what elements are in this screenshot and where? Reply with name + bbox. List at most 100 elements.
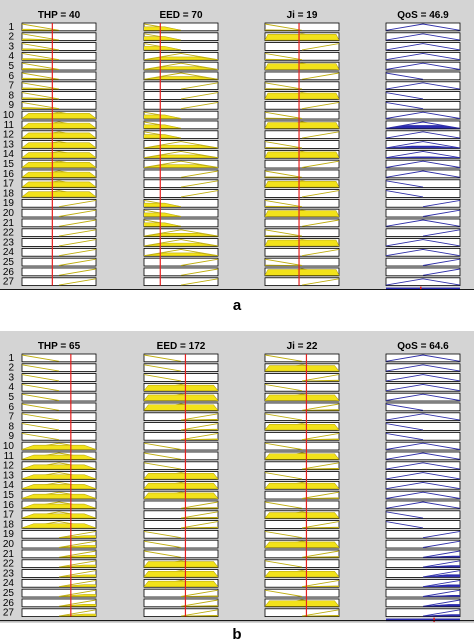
- membership-function: [22, 383, 60, 392]
- input-firing: [144, 144, 218, 149]
- rule-cell-eed: [143, 159, 219, 169]
- rule-cell-qos: [385, 91, 461, 100]
- rule-cell-thp: [21, 598, 97, 608]
- membership-function: [301, 491, 339, 499]
- input-firing: [22, 474, 96, 480]
- rule-number: 15: [3, 159, 15, 170]
- rule-viewer-b-canvas: THP = 65 EED = 172 Ji = 22 QoS = 64.6123456…: [0, 341, 474, 623]
- rule-cell-eed: [143, 149, 219, 159]
- rule-number: 17: [3, 510, 15, 521]
- rule-cell-qos: [385, 383, 461, 392]
- input-firing: [265, 394, 339, 401]
- input-firing: [144, 492, 218, 499]
- membership-function: [386, 131, 460, 139]
- membership-function: [386, 72, 424, 80]
- var-title-thp: THP = 40: [38, 10, 81, 21]
- input-firing: [22, 191, 96, 198]
- membership-function: [22, 72, 60, 80]
- rule-number: 12: [3, 461, 15, 472]
- membership-function: [144, 540, 182, 548]
- rule-viewer-panel-a: THP = 40 EED = 70 Ji = 19 QoS = 46.9 1 2 3 4 5 6 7…: [0, 0, 474, 292]
- rule-cell-ji: [264, 101, 340, 110]
- membership-function: [265, 501, 303, 509]
- rule-cell-eed: [143, 412, 219, 422]
- rule-number: 6: [8, 402, 14, 413]
- membership-function: [386, 383, 460, 392]
- rule-cell-qos: [385, 101, 461, 110]
- input-firing: [22, 58, 60, 61]
- membership-function: [301, 160, 339, 168]
- membership-function: [22, 432, 60, 441]
- rule-cell-ji: [264, 559, 340, 569]
- input-firing: [265, 34, 339, 41]
- input-firing: [22, 484, 96, 489]
- rule-cell-ji: [264, 383, 340, 392]
- rule-cell-ji: [264, 608, 340, 617]
- input-firing: [144, 571, 218, 578]
- rule-number: 23: [3, 237, 15, 248]
- rule-number: 14: [3, 480, 15, 491]
- membership-function: [386, 248, 460, 257]
- rule-number: 3: [8, 372, 14, 383]
- rule-cell-ji: [264, 549, 340, 559]
- membership-function: [386, 452, 460, 460]
- rule-cell-eed: [143, 277, 219, 286]
- rule-cell-thp: [21, 539, 97, 549]
- rule-number: 1: [8, 22, 14, 33]
- rule-number: 19: [3, 529, 15, 540]
- input-firing: [301, 438, 339, 440]
- membership-function: [386, 111, 460, 119]
- input-firing: [22, 38, 60, 41]
- input-firing: [144, 561, 218, 568]
- membership-function: [265, 23, 303, 31]
- rule-cell-thp: [21, 61, 97, 71]
- rule-cell-eed: [143, 267, 219, 277]
- rule-cell-qos: [385, 189, 461, 198]
- rule-cell-thp: [21, 277, 97, 286]
- rule-cell-eed: [143, 247, 219, 257]
- rule-cell-ji: [264, 353, 340, 363]
- rule-cell-ji: [264, 218, 340, 228]
- rule-cell-ji: [264, 71, 340, 81]
- membership-function: [58, 248, 96, 257]
- rule-cell-eed: [143, 373, 219, 382]
- membership-function: [422, 199, 460, 208]
- input-firing: [301, 615, 339, 617]
- membership-function: [301, 374, 339, 382]
- rule-number: 8: [8, 421, 14, 432]
- rule-cell-qos: [385, 373, 461, 382]
- input-firing: [180, 526, 218, 529]
- input-firing: [144, 222, 182, 227]
- input-firing: [144, 252, 218, 256]
- input-firing: [144, 114, 182, 119]
- membership-function: [22, 423, 60, 431]
- membership-function: [180, 413, 218, 421]
- membership-function: [386, 432, 424, 441]
- membership-function: [180, 268, 218, 276]
- membership-function: [422, 579, 460, 588]
- rule-cell-qos: [385, 22, 461, 32]
- rule-cell-eed: [143, 461, 219, 471]
- membership-function: [422, 609, 460, 617]
- membership-function: [386, 219, 460, 227]
- membership-function: [265, 141, 303, 149]
- rule-number: 1: [8, 353, 14, 364]
- rule-cell-qos: [385, 559, 461, 569]
- rule-cell-qos: [385, 218, 461, 228]
- membership-function: [422, 570, 460, 578]
- membership-function: [386, 92, 424, 100]
- membership-function: [144, 354, 182, 362]
- input-firing: [265, 147, 303, 149]
- rule-cell-ji: [264, 520, 340, 529]
- membership-function: [180, 258, 218, 266]
- rule-cell-eed: [143, 549, 219, 559]
- input-firing: [144, 154, 218, 158]
- input-firing: [58, 613, 96, 617]
- rule-number: 18: [3, 519, 15, 530]
- rule-cell-qos: [385, 422, 461, 431]
- rule-cell-qos: [385, 569, 461, 578]
- rule-cell-ji: [264, 373, 340, 382]
- input-firing: [144, 473, 218, 480]
- rule-cell-eed: [143, 179, 219, 189]
- membership-function: [386, 180, 424, 188]
